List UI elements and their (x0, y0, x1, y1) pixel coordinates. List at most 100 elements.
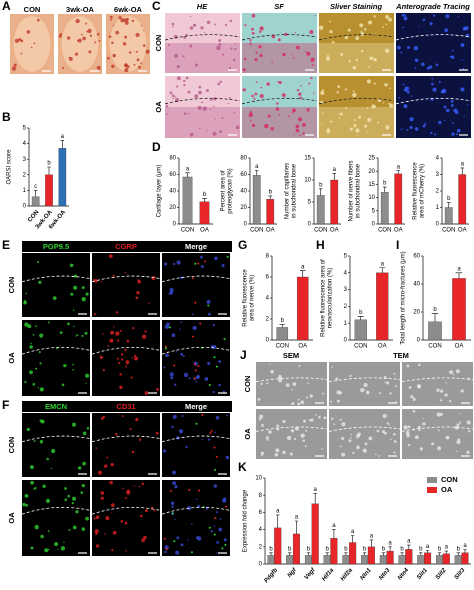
image-detail (72, 309, 75, 311)
x-tick-label: OA (266, 228, 275, 234)
image-detail (148, 302, 150, 305)
image-detail (88, 50, 92, 54)
image-label: 6wk-OA (114, 5, 143, 14)
image-detail (144, 391, 149, 395)
bar (267, 555, 275, 565)
image-detail (398, 96, 401, 99)
image-detail (406, 128, 409, 131)
boundary-line (255, 426, 328, 432)
image-detail (30, 342, 32, 345)
image-detail (196, 536, 199, 539)
image-detail (202, 106, 207, 111)
image-detail (151, 275, 156, 281)
boundary-line (91, 506, 161, 515)
image-detail (298, 117, 302, 122)
image-detail (124, 271, 126, 274)
image (92, 413, 160, 477)
boundary-line (161, 275, 231, 283)
image-detail (302, 132, 305, 135)
boundary-line (318, 34, 395, 41)
image-detail (422, 422, 426, 426)
axis-title: Percent area of (221, 170, 227, 211)
image-detail (56, 347, 59, 350)
image-detail (218, 39, 222, 43)
image-detail (214, 517, 217, 520)
image-detail (215, 365, 218, 368)
x-tick-label: Ngf (287, 567, 299, 579)
image-detail (437, 429, 440, 432)
image-detail (173, 262, 176, 266)
image-detail (277, 81, 280, 83)
column-header: SEM (283, 351, 299, 360)
error-bar (288, 552, 292, 556)
image-detail (29, 345, 33, 349)
image-detail (344, 107, 347, 110)
image-detail (302, 122, 306, 127)
y-tick-label: 0 (372, 222, 376, 228)
image-detail (367, 117, 372, 122)
image-detail (201, 438, 204, 441)
image-detail (26, 427, 30, 432)
image-detail (115, 331, 120, 336)
image-detail (96, 65, 101, 70)
image-detail (417, 384, 422, 389)
image-detail (366, 390, 370, 395)
y-tick-label: 6 (259, 510, 263, 516)
image-detail (457, 16, 459, 18)
image-detail (266, 382, 269, 385)
image-detail (355, 36, 360, 41)
image-detail (216, 45, 221, 51)
image-detail (163, 366, 166, 369)
boundary-line (395, 34, 472, 41)
error-bar (269, 552, 273, 556)
significance-label: c (34, 184, 37, 190)
image-detail (289, 452, 293, 456)
significance-label: b (419, 546, 423, 552)
image-detail (205, 88, 209, 93)
image-detail (212, 131, 217, 136)
image-detail (38, 351, 41, 354)
image-detail (276, 102, 279, 105)
image-detail (116, 357, 119, 360)
image-detail (463, 115, 465, 118)
image-detail (183, 372, 189, 378)
image-detail (360, 49, 364, 53)
image-detail (22, 502, 26, 507)
significance-label: a (397, 164, 401, 170)
image-detail (100, 496, 104, 500)
row-label: OA (243, 428, 252, 440)
image-detail (166, 113, 169, 115)
image-detail (348, 59, 351, 63)
image-detail (299, 134, 301, 137)
image-detail (215, 455, 218, 458)
image-detail (451, 132, 455, 136)
image-detail (403, 16, 408, 21)
image-detail (258, 418, 261, 421)
image-detail (102, 369, 105, 372)
image-detail (112, 530, 117, 535)
image-detail (109, 15, 113, 19)
image-detail (68, 56, 73, 61)
image-detail (173, 34, 178, 39)
image-detail (384, 48, 390, 53)
y-tick-label: 20 (368, 169, 375, 175)
image-detail (118, 16, 122, 20)
image-detail (195, 375, 200, 380)
image-detail (163, 537, 166, 540)
image-detail (260, 451, 265, 455)
image-detail (194, 94, 199, 99)
image-detail (200, 265, 204, 269)
image-detail (102, 415, 106, 419)
image-detail (46, 457, 49, 461)
image-detail (24, 380, 27, 383)
image-detail (455, 110, 459, 115)
bar (461, 552, 469, 565)
image-detail (291, 389, 293, 391)
error-bar (362, 552, 367, 556)
image-detail (111, 512, 113, 514)
image-detail (224, 23, 228, 27)
image-detail (260, 454, 263, 457)
image-detail (34, 524, 39, 530)
image-detail (26, 30, 31, 34)
image-detail (366, 107, 369, 109)
